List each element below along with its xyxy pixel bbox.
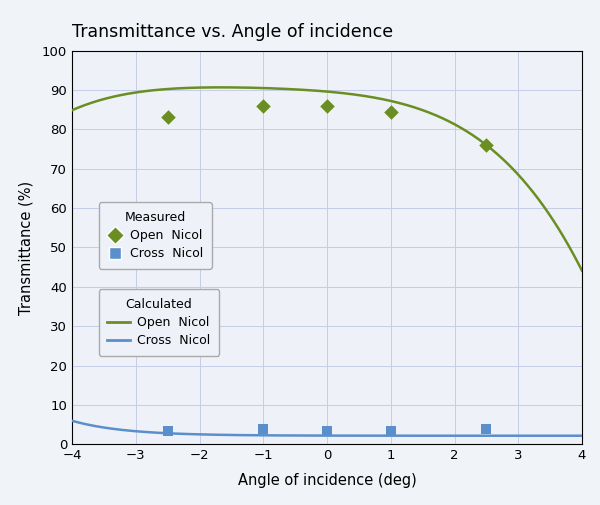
Point	[482, 425, 491, 433]
Legend: Open  Nicol, Cross  Nicol: Open Nicol, Cross Nicol	[98, 289, 220, 356]
Point	[163, 427, 172, 435]
Point	[322, 427, 332, 435]
Point	[259, 425, 268, 433]
Text: Transmittance vs. Angle of incidence: Transmittance vs. Angle of incidence	[72, 23, 393, 40]
Y-axis label: Transmittance (%): Transmittance (%)	[19, 180, 34, 315]
Point	[386, 108, 395, 116]
Point	[259, 102, 268, 110]
Point	[322, 102, 332, 110]
Point	[482, 141, 491, 149]
Point	[163, 114, 172, 122]
Point	[386, 427, 395, 435]
X-axis label: Angle of incidence (deg): Angle of incidence (deg)	[238, 473, 416, 488]
